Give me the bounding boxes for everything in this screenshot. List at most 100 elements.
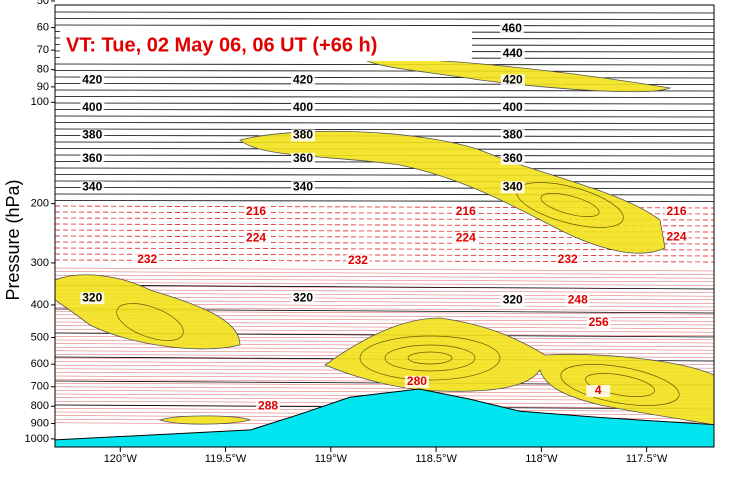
contour-label: 288 bbox=[258, 398, 278, 412]
label-bg bbox=[80, 129, 105, 142]
isotach bbox=[560, 364, 680, 406]
isotach bbox=[384, 344, 476, 372]
theta-contour bbox=[55, 18, 714, 20]
contour-label: 216 bbox=[456, 204, 476, 218]
label-bg bbox=[244, 232, 269, 245]
contour-label: 420 bbox=[503, 73, 523, 87]
contour-label: 248 bbox=[568, 293, 588, 307]
contour-label: 224 bbox=[456, 230, 476, 244]
label-bg bbox=[345, 254, 370, 267]
jet-core bbox=[239, 130, 666, 254]
y-tick-label: 50 bbox=[37, 0, 49, 7]
label-bg bbox=[500, 294, 525, 307]
contour-label: 320 bbox=[82, 290, 102, 304]
x-tick-label: 118.5°W bbox=[415, 453, 457, 465]
label-bg bbox=[500, 74, 525, 87]
label-bg bbox=[500, 152, 525, 165]
y-tick-label: 300 bbox=[31, 257, 49, 269]
label-bg bbox=[291, 129, 316, 142]
label-bg bbox=[500, 47, 525, 60]
contour-label: 400 bbox=[503, 100, 523, 114]
isotach bbox=[116, 303, 184, 341]
temp-contour bbox=[55, 235, 714, 239]
label-bg bbox=[80, 292, 105, 305]
label-bg bbox=[404, 375, 429, 388]
label-bg bbox=[586, 316, 611, 329]
isotach bbox=[359, 335, 501, 381]
y-tick-label: 600 bbox=[31, 358, 49, 370]
y-tick-label: 900 bbox=[31, 417, 49, 429]
theta-contour bbox=[55, 96, 714, 98]
plot-frame bbox=[54, 4, 715, 448]
theta-contour bbox=[55, 102, 714, 105]
temp-contour bbox=[55, 259, 714, 263]
label-bg bbox=[500, 101, 525, 114]
contour-label: 420 bbox=[82, 73, 102, 87]
label-bg bbox=[500, 129, 525, 142]
contour-label: 232 bbox=[137, 252, 157, 266]
theta-contour bbox=[55, 180, 714, 183]
y-tick-label: 100 bbox=[31, 96, 49, 108]
label-bg bbox=[291, 101, 316, 114]
temp-contour bbox=[55, 223, 714, 227]
label-bg bbox=[256, 400, 281, 413]
label-bg bbox=[555, 253, 580, 266]
temp-contour bbox=[55, 217, 714, 221]
y-tick-label: 400 bbox=[31, 299, 49, 311]
contour-label: 320 bbox=[503, 293, 523, 307]
temp-contour bbox=[55, 267, 714, 272]
contour-label: 380 bbox=[293, 128, 313, 142]
contour-label: 360 bbox=[503, 151, 523, 165]
x-tick-label: 118°W bbox=[525, 453, 558, 465]
label-bg bbox=[291, 292, 316, 305]
temp-contour bbox=[55, 282, 714, 286]
y-tick-label: 800 bbox=[31, 400, 49, 412]
y-tick-label: 90 bbox=[37, 81, 49, 93]
label-bg bbox=[500, 181, 525, 194]
contour-label: 216 bbox=[246, 204, 266, 218]
theta-contour bbox=[55, 122, 714, 124]
y-tick-label: 70 bbox=[37, 44, 49, 56]
contour-label: 360 bbox=[82, 151, 102, 165]
contour-label: 232 bbox=[348, 253, 368, 267]
label-bg bbox=[291, 181, 316, 194]
temp-contour bbox=[55, 229, 714, 233]
jet-core bbox=[158, 415, 252, 425]
temp-contour bbox=[55, 292, 714, 297]
temp-contour bbox=[55, 253, 714, 257]
terrain-layer bbox=[55, 388, 714, 447]
label-bg bbox=[565, 294, 590, 307]
x-tick-label: 119°W bbox=[315, 453, 348, 465]
contour-label: 360 bbox=[293, 151, 313, 165]
contour-label: 224 bbox=[667, 229, 687, 243]
y-tick-label: 200 bbox=[31, 198, 49, 210]
terrain bbox=[55, 388, 714, 447]
contour-label: 256 bbox=[589, 315, 609, 329]
contour-label: 400 bbox=[293, 100, 313, 114]
label-bg bbox=[244, 205, 269, 218]
contour-labels: 4604404404404204204204004004003803803803… bbox=[80, 21, 689, 413]
theta-contour bbox=[55, 24, 714, 27]
theta-contour bbox=[55, 128, 714, 131]
contour-label: 340 bbox=[293, 179, 313, 193]
temp-contour bbox=[55, 289, 714, 293]
label-bg bbox=[291, 152, 316, 165]
isotach bbox=[585, 373, 655, 397]
label-bg bbox=[80, 101, 105, 114]
label-bg bbox=[453, 232, 478, 245]
label-bg bbox=[80, 181, 105, 194]
jet-core bbox=[324, 317, 714, 426]
theta-contour bbox=[55, 167, 714, 170]
label-bg bbox=[664, 205, 689, 218]
label-bg bbox=[80, 152, 105, 165]
label-bg bbox=[453, 205, 478, 218]
title-box bbox=[60, 29, 472, 61]
temp-contour bbox=[55, 247, 714, 251]
label-bg bbox=[80, 74, 105, 87]
temp-contour bbox=[55, 278, 714, 283]
contour-label: 232 bbox=[558, 252, 578, 266]
contour-label: 320 bbox=[293, 290, 313, 304]
isotach bbox=[407, 351, 453, 365]
contour-label: 340 bbox=[82, 179, 102, 193]
y-tick-label: 80 bbox=[37, 64, 49, 76]
